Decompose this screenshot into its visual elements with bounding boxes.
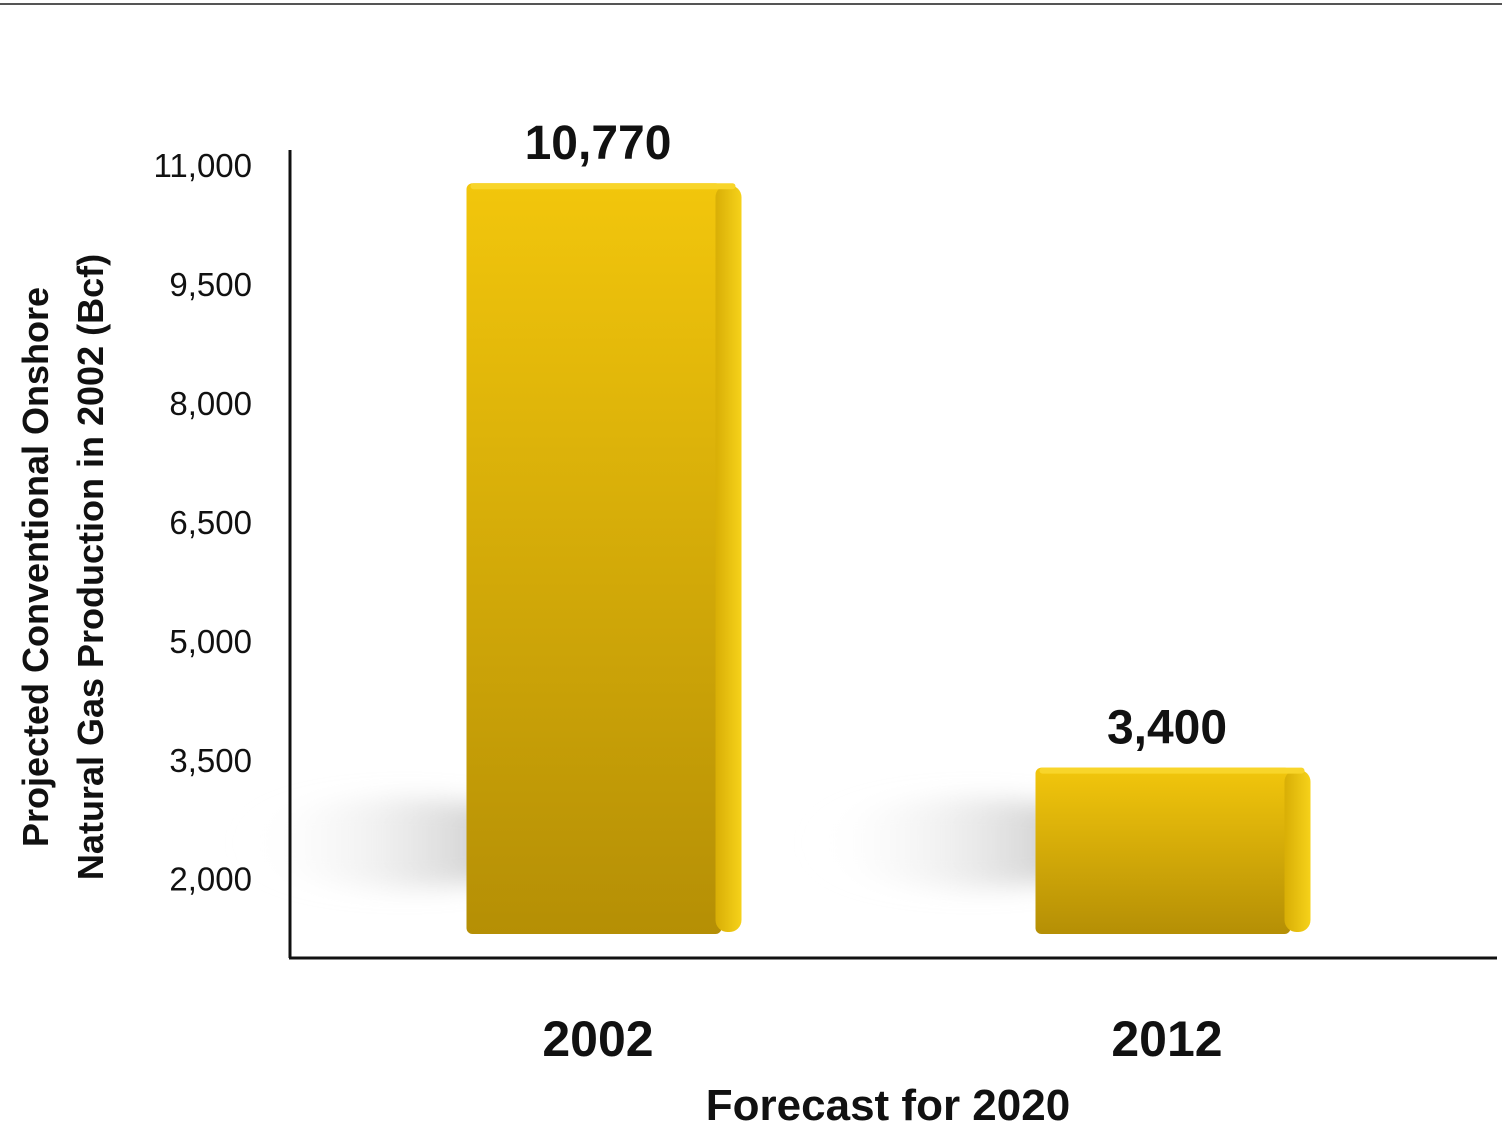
y-tick-label: 3,500 [169,742,252,779]
bar-side [1284,769,1311,932]
y-tick-label: 2,000 [169,861,252,898]
bar-top-highlight [470,183,736,190]
bar-value-label: 10,770 [525,117,672,170]
y-tick-label: 5,000 [169,623,252,660]
x-category-label: 2002 [542,1011,653,1067]
y-tick-label: 6,500 [169,504,252,541]
x-category-label: 2012 [1111,1011,1222,1067]
y-tick-label: 8,000 [169,385,252,422]
y-axis-label-line-2: Natural Gas Production in 2002 (Bcf) [70,254,111,880]
y-axis-label-line-1: Projected Conventional Onshore [15,287,56,847]
bar-side [715,185,742,932]
bar-top-highlight [1039,767,1305,774]
y-tick-label: 11,000 [154,147,252,184]
y-tick-label: 9,500 [169,266,252,303]
bar [466,183,722,934]
bar [1035,767,1291,934]
x-axis-label: Forecast for 2020 [706,1081,1070,1128]
bar-value-label: 3,400 [1107,702,1227,755]
